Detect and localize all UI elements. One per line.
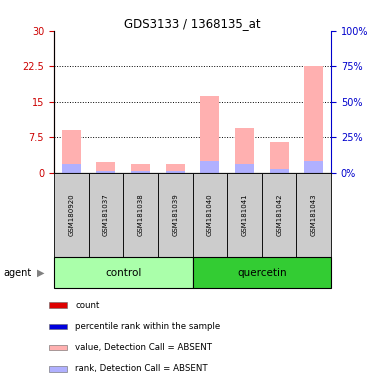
Text: quercetin: quercetin [237,268,286,278]
Text: GSM180920: GSM180920 [68,194,74,237]
Text: agent: agent [4,268,32,278]
Bar [49,366,67,372]
Bar [235,128,254,173]
Text: GSM181037: GSM181037 [103,194,109,237]
Text: GSM181042: GSM181042 [276,194,282,236]
Text: GSM181039: GSM181039 [172,194,178,237]
Bar [270,169,289,173]
Bar [262,173,296,257]
Text: rank, Detection Call = ABSENT: rank, Detection Call = ABSENT [75,364,208,373]
Bar [192,173,227,257]
Bar [270,142,289,173]
Text: ▶: ▶ [37,268,44,278]
Bar [96,171,116,173]
Bar [200,96,219,173]
Bar [131,164,150,173]
Text: GSM181041: GSM181041 [241,194,248,237]
Bar [304,66,323,173]
Bar [62,130,81,173]
Bar [192,257,331,288]
Text: GSM181043: GSM181043 [311,194,317,237]
Text: percentile rank within the sample: percentile rank within the sample [75,322,221,331]
Bar [62,164,81,173]
Bar [158,173,192,257]
Bar [54,173,89,257]
Text: control: control [105,268,141,278]
Bar [235,164,254,173]
Bar [89,173,123,257]
Bar [131,171,150,173]
Bar [296,173,331,257]
Bar [96,162,116,173]
Bar [123,173,158,257]
Bar [227,173,262,257]
Bar [49,345,67,350]
Bar [166,171,185,173]
Text: GSM181038: GSM181038 [137,194,144,237]
Bar [49,303,67,308]
Bar [304,161,323,173]
Text: value, Detection Call = ABSENT: value, Detection Call = ABSENT [75,343,213,352]
Text: count: count [75,301,100,310]
Bar [49,323,67,329]
Bar [166,164,185,173]
Bar [54,257,192,288]
Title: GDS3133 / 1368135_at: GDS3133 / 1368135_at [124,17,261,30]
Bar [200,161,219,173]
Text: GSM181040: GSM181040 [207,194,213,237]
